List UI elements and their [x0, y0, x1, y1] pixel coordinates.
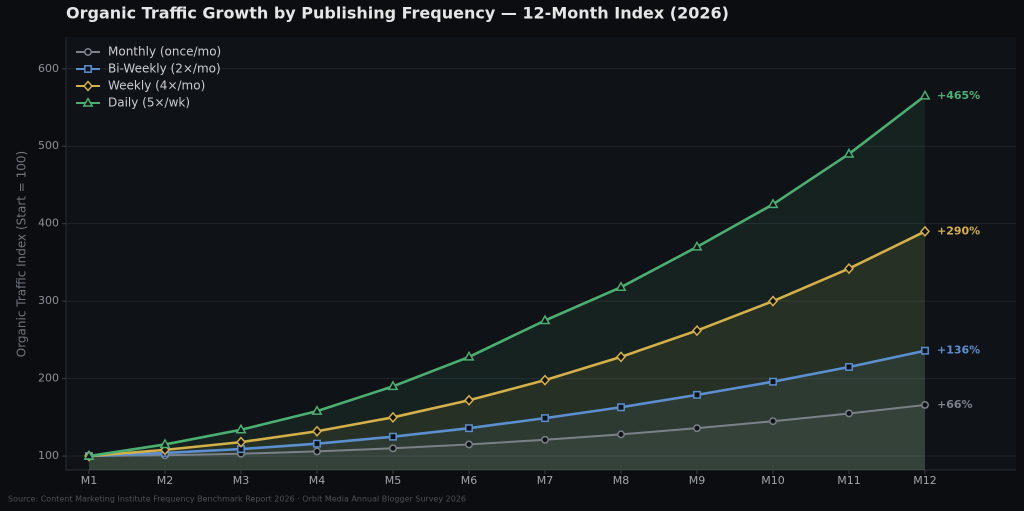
x-tick-label: M2 — [157, 474, 174, 487]
data-point — [843, 262, 855, 275]
end-label: +136% — [937, 344, 980, 357]
line — [88, 403, 926, 458]
data-point — [843, 147, 855, 158]
y-tick-label: 500 — [38, 139, 59, 152]
x-tick-label: M11 — [837, 474, 861, 487]
x-tick-label: M4 — [309, 474, 326, 487]
data-point — [921, 346, 929, 355]
line — [88, 230, 926, 458]
legend-label: Weekly (4×/mo) — [108, 79, 205, 93]
data-point — [691, 240, 703, 251]
y-tick-label: 300 — [38, 294, 59, 307]
data-point — [389, 444, 397, 453]
x-tick-label: M5 — [385, 474, 402, 487]
data-point — [84, 65, 92, 73]
plot-area — [66, 37, 1016, 470]
data-point — [919, 89, 931, 100]
x-tick-label: M3 — [233, 474, 250, 487]
x-tick-label: M12 — [913, 474, 937, 487]
data-point — [539, 314, 551, 325]
x-tick-label: M1 — [81, 474, 98, 487]
y-tick-label: 200 — [38, 372, 59, 385]
data-point — [617, 430, 625, 439]
area — [89, 231, 925, 470]
end-label: +66% — [937, 398, 973, 411]
x-tick-label: M9 — [689, 474, 706, 487]
chart-title: Organic Traffic Growth by Publishing Fre… — [66, 4, 729, 23]
data-point — [311, 425, 323, 437]
data-point — [465, 440, 473, 449]
data-point — [919, 225, 931, 238]
end-label: +465% — [937, 89, 980, 102]
data-point — [693, 390, 701, 399]
x-tick-label: M7 — [537, 474, 554, 487]
data-point — [767, 295, 779, 307]
data-point — [693, 424, 701, 433]
legend-label: Daily (5×/wk) — [108, 96, 190, 110]
data-point — [539, 374, 551, 386]
data-point — [313, 439, 321, 448]
data-point — [235, 436, 247, 448]
data-point — [691, 324, 703, 337]
y-tick-label: 100 — [38, 449, 59, 462]
y-tick-label: 400 — [38, 217, 59, 230]
data-point — [465, 424, 473, 433]
data-point — [235, 423, 247, 434]
data-point — [389, 432, 397, 441]
end-label: +290% — [937, 224, 980, 237]
data-point — [615, 281, 627, 291]
data-point — [767, 198, 779, 209]
data-point — [463, 350, 475, 361]
line — [88, 94, 926, 458]
data-point — [617, 403, 625, 412]
x-tick-label: M10 — [761, 474, 785, 487]
data-point — [159, 444, 171, 456]
data-point — [84, 48, 92, 56]
data-point — [769, 377, 777, 386]
area — [89, 95, 925, 470]
data-point — [313, 447, 321, 456]
data-point — [387, 411, 399, 423]
area — [89, 404, 925, 470]
x-tick-label: M6 — [461, 474, 478, 487]
line — [88, 349, 926, 458]
source-note: Source: Content Marketing Institute Freq… — [8, 495, 466, 504]
data-point — [845, 409, 853, 418]
data-point — [82, 80, 94, 92]
data-point — [387, 380, 399, 391]
data-point — [541, 414, 549, 423]
legend-label: Bi-Weekly (2×/mo) — [108, 62, 221, 76]
x-tick-label: M8 — [613, 474, 630, 487]
data-point — [82, 96, 94, 107]
data-point — [615, 351, 627, 363]
data-point — [769, 417, 777, 426]
data-point — [83, 450, 95, 460]
y-tick-label: 600 — [38, 62, 59, 75]
data-point — [463, 394, 475, 406]
data-point — [311, 405, 323, 415]
data-point — [845, 363, 853, 371]
legend-label: Monthly (once/mo) — [108, 45, 221, 59]
data-point — [159, 438, 171, 449]
y-axis-label: Organic Traffic Index (Start = 100) — [15, 151, 29, 357]
data-point — [541, 435, 549, 444]
area — [89, 350, 925, 470]
data-point — [921, 400, 929, 409]
